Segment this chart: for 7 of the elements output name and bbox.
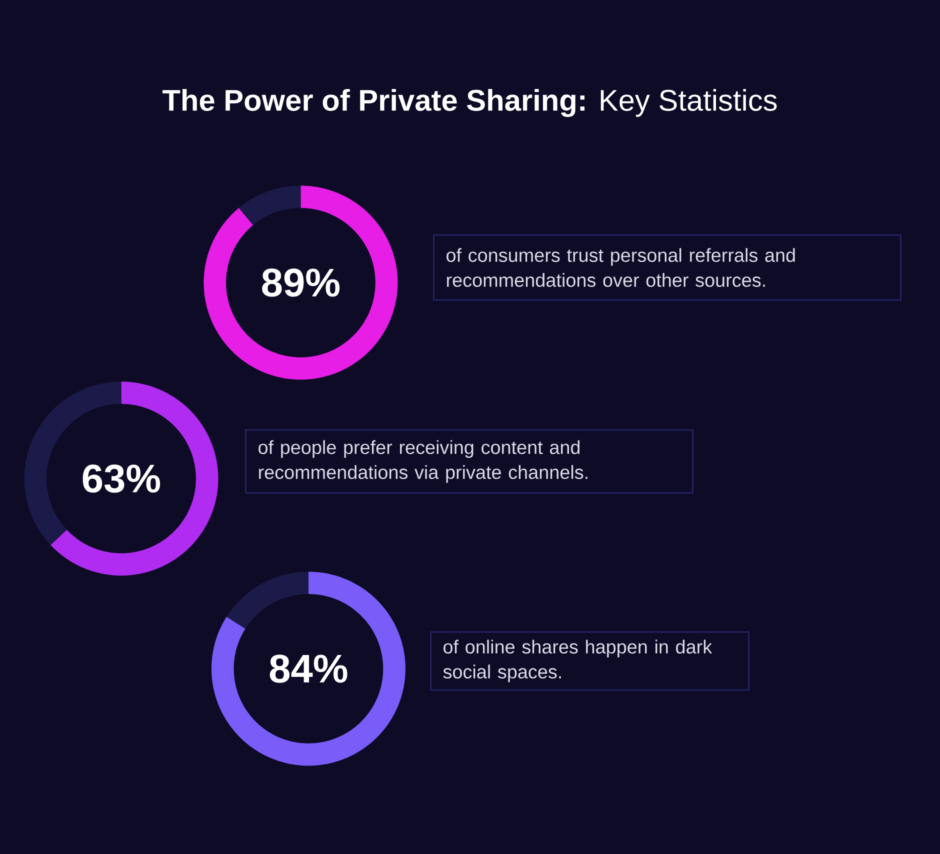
data-label: 84% xyxy=(270,654,348,683)
text: of online shares happen in dark social spaces. xyxy=(443,640,712,682)
data-label: 89% xyxy=(262,268,340,297)
text: of consumers trust personal referrals and recommendations over other sources. xyxy=(446,248,795,287)
data-label: 63% xyxy=(82,464,160,493)
text: The Power of Private Sharing: Key Statistics xyxy=(162,88,777,117)
text: of people prefer receiving content and recommendations via private channels. xyxy=(258,440,588,483)
